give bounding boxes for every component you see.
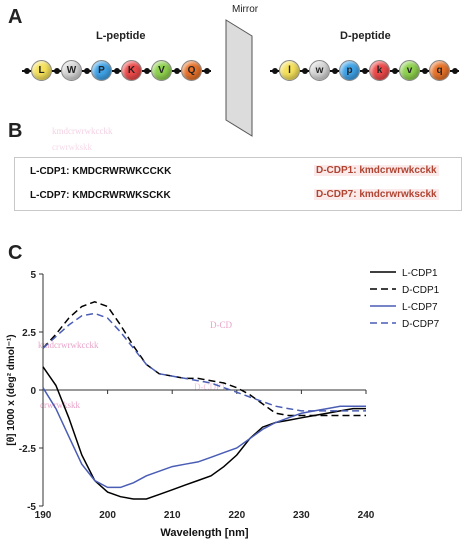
panel-label-b: B <box>8 120 23 142</box>
l-peptide-residue-V: V <box>151 60 172 81</box>
x-tick-label: 200 <box>99 510 116 521</box>
y-tick-label: -5 <box>27 502 36 513</box>
d-cdp1-sequence: D-CDP1: kmdcrwrwkcckk <box>314 165 439 176</box>
l-peptide-residue-L: L <box>31 60 52 81</box>
l-peptide-bond <box>112 67 121 74</box>
legend-entry-d-cdp7: D-CDP7 <box>402 319 440 330</box>
x-tick-label: 240 <box>358 510 375 521</box>
l-peptide-residue-W: W <box>61 60 82 81</box>
x-tick-label: 210 <box>164 510 181 521</box>
l-peptide-residue-P: P <box>91 60 112 81</box>
d-cdp7-sequence: D-CDP7: kmdcrwrwksckk <box>314 189 439 200</box>
legend-entry-d-cdp1: D-CDP1 <box>402 285 440 296</box>
ghost-text-1: kmdcrwrwkcckk <box>52 126 113 136</box>
panel-label-a: A <box>8 6 23 28</box>
l-peptide-bond <box>52 67 61 74</box>
mirror-plane-shape <box>225 19 253 137</box>
x-tick-label: 230 <box>293 510 310 521</box>
y-tick-label: 2.5 <box>22 328 36 339</box>
y-tick-label: -2.5 <box>19 444 37 455</box>
y-tick-label: 0 <box>30 386 36 397</box>
l-cdp1-sequence: L-CDP1: KMDCRWRWKCCKK <box>30 166 172 177</box>
d-peptide-bond <box>390 67 399 74</box>
d-peptide-residue-k: k <box>369 60 390 81</box>
ghost-text-4: D-CD <box>210 320 232 330</box>
legend-entry-l-cdp7: L-CDP7 <box>402 302 438 313</box>
l-peptide-residue-Q: Q <box>181 60 202 81</box>
x-tick-label: 220 <box>228 510 245 521</box>
x-axis-label: Wavelength [nm] <box>160 527 249 539</box>
d-peptide-residue-q: q <box>429 60 450 81</box>
d-peptide-bond <box>300 67 309 74</box>
d-peptide-residue-l: l <box>279 60 300 81</box>
d-peptide-title: D-peptide <box>340 30 391 42</box>
y-tick-label: 5 <box>30 270 36 281</box>
ghost-text-2: crwrwkskk <box>52 142 92 152</box>
legend-entry-l-cdp1: L-CDP1 <box>402 268 438 279</box>
l-peptide-bond <box>172 67 181 74</box>
d-peptide-bond <box>360 67 369 74</box>
mirror-label: Mirror <box>232 4 259 15</box>
l-peptide-residue-K: K <box>121 60 142 81</box>
l-peptide-bond <box>202 67 211 74</box>
panel-label-c: C <box>8 242 23 264</box>
series-line-d-cdp7 <box>42 312 366 412</box>
ghost-text-3: kmdcrwrwkcckk <box>38 340 99 350</box>
series-line-l-cdp1 <box>42 366 366 500</box>
d-peptide-residue-v: v <box>399 60 420 81</box>
d-peptide-residue-p: p <box>339 60 360 81</box>
d-peptide-bond <box>270 67 279 74</box>
ghost-text-6: crwrwkskk <box>40 400 80 410</box>
l-cdp7-sequence: L-CDP7: KMDCRWRWKSCKK <box>30 190 171 201</box>
d-peptide-residue-w: w <box>309 60 330 81</box>
d-peptide-bond <box>330 67 339 74</box>
l-peptide-bond <box>142 67 151 74</box>
sequence-box <box>14 157 462 211</box>
y-axis-label: [θ] 1000 x (deg² dmol⁻¹) <box>6 334 17 445</box>
d-peptide-bond <box>450 67 459 74</box>
ghost-text-5: D-CDP1 <box>194 382 226 392</box>
d-peptide-bond <box>420 67 429 74</box>
series-line-d-cdp1 <box>42 301 366 417</box>
l-peptide-bond <box>82 67 91 74</box>
mirror-plane <box>225 19 253 137</box>
l-peptide-bond <box>22 67 31 74</box>
l-peptide-title: L-peptide <box>96 30 146 42</box>
x-tick-label: 190 <box>35 510 52 521</box>
